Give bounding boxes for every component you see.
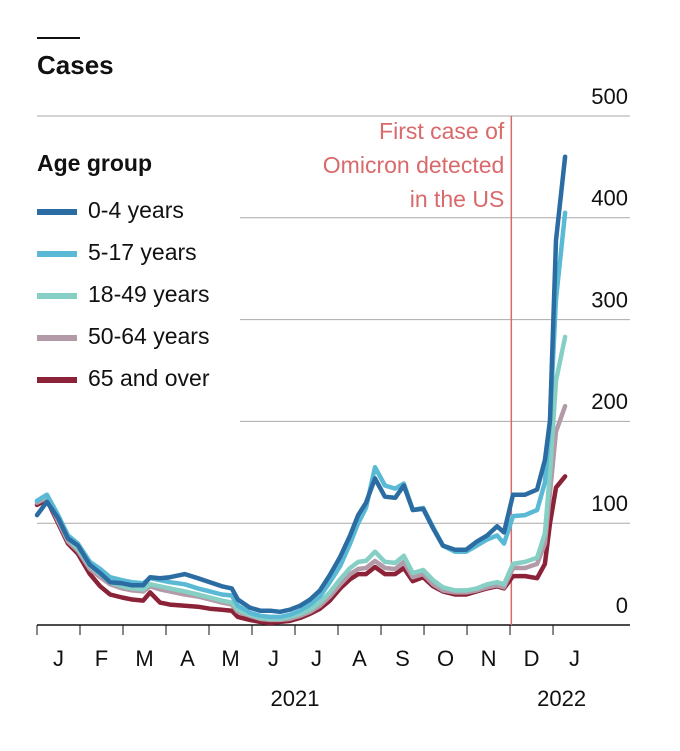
x-tick-label: A (180, 646, 195, 671)
y-tick-label: 200 (591, 389, 628, 414)
series-line (34, 154, 568, 615)
legend-background (28, 140, 240, 432)
x-tick-label: D (524, 646, 540, 671)
legend-label: 65 and over (88, 365, 210, 391)
legend-label: 50-64 years (88, 323, 209, 349)
x-tick-label: S (395, 646, 410, 671)
x-tick-label: J (311, 646, 322, 671)
x-tick-label: O (437, 646, 454, 671)
y-tick-label: 0 (616, 593, 628, 618)
x-tick-label: N (481, 646, 497, 671)
legend-label: 18-49 years (88, 281, 209, 307)
x-tick-label: J (268, 646, 279, 671)
y-tick-label: 400 (591, 186, 628, 211)
legend-title: Age group (37, 150, 152, 176)
year-label: 2021 (271, 686, 320, 711)
annotation-text: in the US (410, 186, 505, 212)
x-tick-label: J (53, 646, 64, 671)
series-line (34, 210, 568, 620)
x-tick-label: M (221, 646, 239, 671)
x-tick-label: A (352, 646, 367, 671)
x-tick-label: J (569, 646, 580, 671)
y-tick-label: 300 (591, 287, 628, 312)
x-tick-label: M (135, 646, 153, 671)
year-label: 2022 (537, 686, 586, 711)
y-tick-label: 500 (591, 84, 628, 109)
series-line (34, 334, 568, 622)
annotation-text: Omicron detected (323, 152, 505, 178)
legend-label: 5-17 years (88, 239, 197, 265)
y-tick-label: 100 (591, 491, 628, 516)
legend-label: 0-4 years (88, 197, 184, 223)
series-line (34, 474, 568, 626)
chart-title: Cases (37, 50, 114, 80)
annotation-text: First case of (379, 118, 505, 144)
x-tick-label: F (95, 646, 108, 671)
series-line (34, 403, 568, 623)
